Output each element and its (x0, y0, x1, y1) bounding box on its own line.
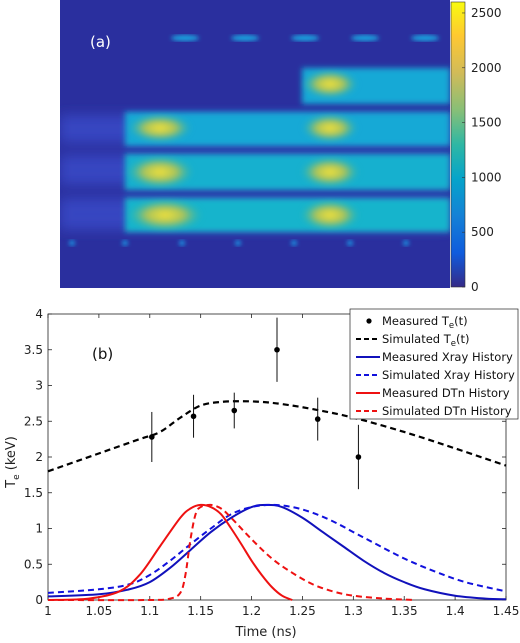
legend-label-measured-dtn: Measured DTn History (382, 386, 510, 400)
series-layer (47, 503, 507, 602)
legend-label-simulated-te: Simulated Te(t) (382, 332, 470, 349)
legend-box (349, 308, 519, 420)
series-line-measured-xray-history (47, 503, 507, 601)
y-tick-label: 2.5 (24, 414, 43, 428)
y-tick-label: 0.5 (24, 557, 43, 571)
legend-marker-measured-te (366, 318, 372, 324)
measured-te-point (190, 413, 197, 420)
x-tick-label: 1.25 (289, 604, 316, 618)
legend-label-measured-te: Measured Te(t) (382, 314, 468, 331)
x-tick-label: 1 (44, 604, 52, 618)
colorbar-tick-label: 0 (471, 280, 479, 294)
x-tick-label: 1.35 (391, 604, 418, 618)
colorbar-tick-label: 1000 (471, 170, 502, 184)
y-axis-label-main: T (4, 480, 19, 489)
x-tick-label: 1.45 (493, 604, 520, 618)
measured-te-point (149, 434, 155, 440)
series-line-simulated-xray-history (47, 503, 507, 594)
series-line-simulated-dtn-history (47, 503, 415, 602)
legend: Measured Te(t) Simulated Te(t) Measured … (349, 308, 519, 420)
measured-te-point (231, 407, 238, 414)
x-tick-label: 1.2 (242, 604, 261, 618)
panel-a-label: (a) (90, 33, 111, 51)
x-tick-label: 1.05 (86, 604, 113, 618)
colorbar: 0 500 1000 1500 2000 2500 (450, 1, 502, 294)
x-tick-label: 1.4 (446, 604, 465, 618)
legend-label-simulated-xray: Simulated Xray History (382, 368, 515, 382)
measured-te-point (355, 454, 362, 460)
y-tick-label: 1.5 (24, 486, 43, 500)
colorbar-tick-label: 500 (471, 225, 494, 239)
streak-image-panel: (a) 0 500 1000 1500 2000 2500 (60, 0, 502, 294)
legend-label-simulated-dtn: Simulated DTn History (382, 404, 512, 418)
y-tick-label: 3.5 (24, 343, 43, 357)
colorbar-tick-label: 1500 (471, 116, 502, 130)
x-axis-label: Time (ns) (234, 625, 296, 640)
measured-te-point (314, 416, 321, 422)
y-axis-label-sub: e (12, 474, 22, 480)
y-tick-label: 3 (35, 379, 43, 393)
measured-te-point (274, 346, 280, 353)
temperature-chart-panel: 1 1.05 1.1 1.15 1.2 1.25 1.3 1.35 1.4 1.45 0 0.5 1 1.… (4, 307, 519, 640)
streak-hotspots (126, 70, 360, 231)
colorbar-gradient (450, 1, 466, 288)
y-axis-label-rest: (keV) (4, 436, 19, 474)
colorbar-tick-label: 2000 (471, 61, 502, 75)
fiducial-dots-bottom (69, 240, 409, 246)
te-layer (47, 317, 507, 490)
x-tick-label: 1.15 (187, 604, 214, 618)
series-line-measured-dtn-history (47, 503, 293, 601)
panel-b-label: (b) (92, 345, 113, 363)
y-axis-label: Te (keV) (4, 436, 22, 489)
legend-label-measured-xray: Measured Xray History (382, 350, 513, 364)
colorbar-tick-label: 2500 (471, 6, 502, 20)
y-tick-label: 2 (35, 450, 43, 464)
streak-image-content (60, 35, 450, 246)
series-line-simulated-te (47, 400, 507, 473)
x-tick-label: 1.3 (344, 604, 363, 618)
y-tick-label: 4 (35, 307, 43, 321)
y-tick-label: 1 (35, 522, 43, 536)
x-tick-label: 1.1 (140, 604, 159, 618)
fiducial-dots-top (171, 35, 439, 41)
y-tick-label: 0 (35, 593, 43, 607)
colorbar-ticks: 0 500 1000 1500 2000 2500 (462, 6, 502, 294)
